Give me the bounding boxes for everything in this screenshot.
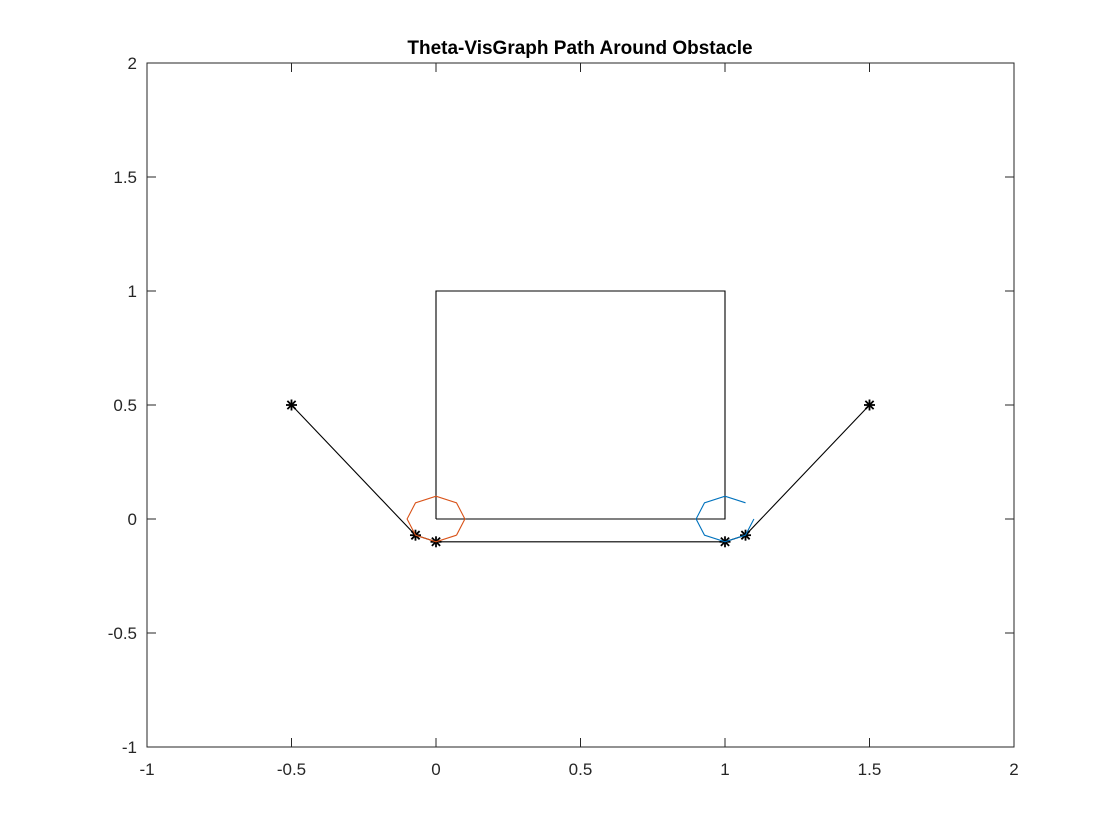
x-tick-label: 1.5: [858, 760, 882, 779]
y-tick-label: 2: [128, 54, 137, 73]
y-tick-label: 1.5: [113, 168, 137, 187]
arc-right-line: [695, 495, 755, 543]
plot-area: [286, 290, 875, 548]
chart-title: Theta-VisGraph Path Around Obstacle: [407, 38, 752, 59]
waypoint-marker: [286, 399, 297, 411]
waypoint-marker: [864, 399, 875, 411]
x-tick-label: 0: [431, 760, 440, 779]
arc-left-line: [406, 495, 466, 543]
y-tick-label: 0: [128, 510, 137, 529]
x-tick-label: -0.5: [277, 760, 306, 779]
path-line: [291, 404, 870, 543]
obstacle-line: [435, 290, 726, 520]
x-tick-label: 1: [720, 760, 729, 779]
axes-box: [146, 62, 1015, 748]
x-tick-label: 0.5: [569, 760, 593, 779]
y-tick-label: -1: [122, 738, 137, 757]
axes: -1 -0.5 0 0.5 1 1.5 2 -1 -0.5 0 0.5 1 1.5 2: [108, 54, 1019, 779]
y-tick-label: 0.5: [113, 396, 137, 415]
x-tick-label: -1: [139, 760, 154, 779]
y-tick-label: -0.5: [108, 624, 137, 643]
x-tick-label: 2: [1009, 760, 1018, 779]
y-tick-label: 1: [128, 282, 137, 301]
